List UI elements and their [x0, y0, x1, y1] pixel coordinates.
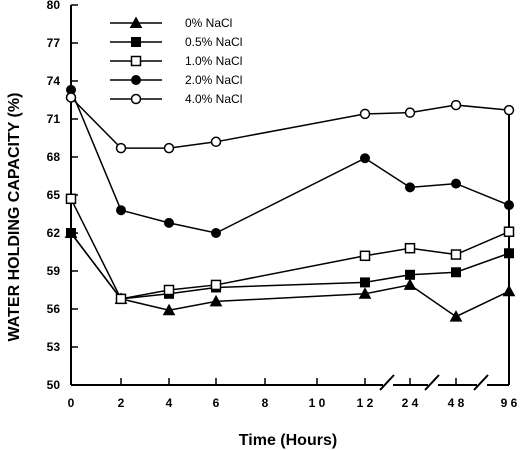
series-line	[70, 96, 510, 149]
y-axis-ticks: 80 77 74 71 68 65 62 59 56 53 50	[47, 0, 78, 392]
x-tick-label: 1 0	[309, 396, 326, 410]
axis-break-gap	[428, 379, 438, 391]
x-tick-label: 0	[68, 396, 75, 410]
data-point-open-square	[503, 226, 515, 237]
data-point-filled-circle	[211, 228, 221, 238]
y-tick-label: 59	[47, 264, 61, 278]
data-point-open-square	[115, 293, 127, 305]
data-point-open-circle	[65, 92, 77, 103]
legend-label: 4.0% NaCl	[185, 92, 242, 106]
x-tick-label: 8	[262, 396, 269, 410]
data-point-filled-square	[405, 269, 415, 280]
data-point-open-circle	[450, 99, 462, 111]
series-group	[66, 228, 514, 304]
series-line	[70, 232, 510, 300]
data-point-filled-square	[131, 37, 141, 47]
data-point-open-square	[163, 284, 175, 296]
data-point-filled-triangle	[162, 303, 176, 316]
series-line	[70, 198, 510, 300]
data-point-filled-triangle	[358, 287, 372, 299]
legend-label: 0.5% NaCl	[185, 35, 242, 49]
y-tick-label: 50	[47, 378, 61, 392]
y-tick-label: 74	[47, 74, 61, 88]
data-point-open-square	[404, 242, 416, 254]
data-point-filled-circle	[360, 153, 370, 164]
y-tick-label: 65	[47, 188, 61, 202]
axis-break-mark	[424, 374, 440, 391]
data-point-open-circle	[404, 107, 416, 118]
data-point-filled-circle	[451, 178, 461, 189]
axis-break-gap	[477, 379, 487, 391]
axis-break-mark	[379, 374, 395, 391]
series-group	[64, 226, 516, 322]
data-point-open-square	[359, 250, 371, 262]
data-point-filled-triangle	[209, 294, 223, 307]
data-point-open-square	[450, 249, 462, 260]
data-point-filled-triangle	[403, 278, 417, 290]
y-tick-label: 80	[47, 0, 61, 12]
data-point-filled-square	[504, 248, 514, 259]
data-point-filled-square	[66, 228, 76, 238]
series-layer	[64, 84, 516, 322]
data-point-open-square	[65, 193, 77, 205]
x-tick-label: 2 4	[402, 396, 419, 410]
legend-label: 2.0% NaCl	[185, 73, 242, 87]
data-point-open-circle	[130, 93, 142, 105]
x-tick-label: 4	[166, 396, 173, 410]
data-point-filled-square	[451, 267, 461, 278]
series-line	[70, 232, 510, 318]
data-point-open-square	[210, 279, 222, 291]
x-tick-label: 6	[213, 396, 220, 410]
data-point-open-circle	[503, 104, 515, 116]
x-axis-ticks: 0 2 4 6 8 1 0 1 2 2 4 4 8 9 6	[68, 378, 518, 410]
y-tick-label: 77	[47, 36, 61, 50]
data-point-filled-circle	[116, 205, 126, 216]
data-point-filled-circle	[405, 182, 415, 193]
data-point-filled-triangle	[502, 284, 516, 297]
data-point-open-circle	[210, 136, 222, 148]
data-point-filled-triangle	[449, 310, 463, 322]
y-axis-title: WATER HOLDING CAPACITY (%)	[6, 93, 23, 342]
data-point-open-square	[130, 55, 142, 67]
y-tick-label: 71	[47, 112, 61, 126]
axis-break-gap	[383, 379, 393, 391]
x-tick-label: 2	[118, 396, 125, 410]
axis-break-mark	[473, 374, 489, 391]
x-axis-title: Time (Hours)	[239, 432, 337, 449]
legend-label: 1.0% NaCl	[185, 54, 242, 68]
y-tick-label: 53	[47, 340, 61, 354]
data-point-filled-circle	[164, 217, 174, 228]
legend: 0% NaCl 0.5% NaCl 1.0% NaCl 2.0% NaCl 4.0% N…	[110, 16, 242, 106]
series-group	[65, 92, 515, 154]
x-tick-label: 1 2	[357, 396, 374, 410]
series-line	[70, 89, 510, 234]
y-tick-label: 56	[47, 302, 61, 316]
data-point-open-circle	[115, 142, 127, 154]
data-point-open-circle	[359, 108, 371, 120]
y-tick-label: 62	[47, 226, 61, 240]
series-group	[65, 193, 515, 305]
legend-label: 0% NaCl	[185, 16, 232, 30]
data-point-filled-triangle	[129, 16, 143, 28]
data-point-open-circle	[163, 142, 175, 154]
series-group	[66, 84, 514, 238]
x-tick-label: 9 6	[501, 396, 518, 410]
y-tick-label: 68	[47, 150, 61, 164]
x-tick-label: 4 8	[448, 396, 465, 410]
data-point-filled-square	[360, 277, 370, 288]
data-point-filled-circle	[504, 200, 514, 211]
data-point-filled-circle	[131, 75, 141, 85]
